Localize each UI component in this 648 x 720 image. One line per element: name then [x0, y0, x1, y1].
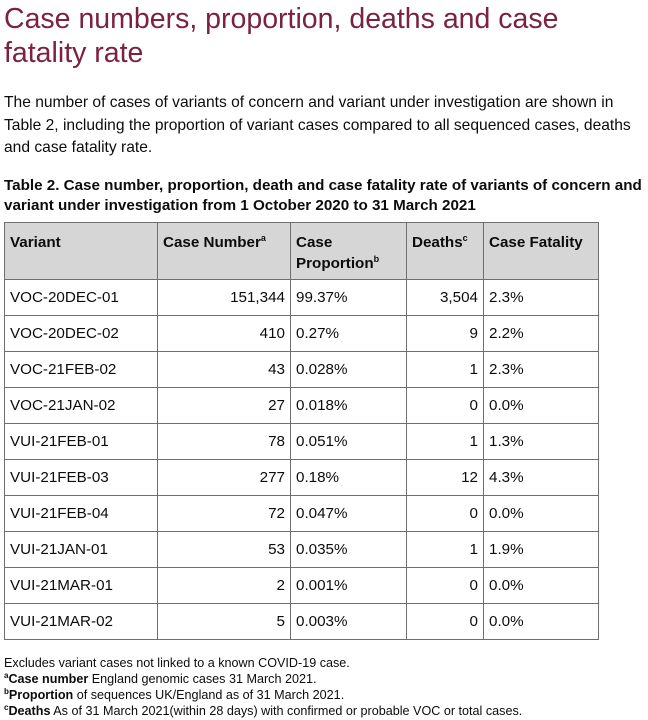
header-deaths-label: Deaths: [412, 234, 463, 251]
cell-case-number: 72: [157, 495, 291, 532]
cell-case-proportion: 99.37%: [290, 279, 407, 316]
cell-case-number: 43: [157, 351, 291, 388]
cell-case-number: 410: [157, 315, 291, 352]
cell-case-fatality: 0.0%: [483, 387, 599, 424]
table-row: VUI-21MAR-02 5 0.003% 0 0.0%: [4, 603, 599, 640]
footnote-marker-c: c: [462, 232, 468, 243]
footnote-b-text: of sequences UK/England as of 31 March 2…: [73, 688, 345, 702]
cell-deaths: 1: [406, 531, 484, 568]
cell-deaths: 1: [406, 423, 484, 460]
cell-variant: VOC-21FEB-02: [4, 351, 158, 388]
cell-deaths: 12: [406, 459, 484, 496]
table-body: VOC-20DEC-01 151,344 99.37% 3,504 2.3% V…: [4, 279, 599, 640]
footnote-b: bProportion of sequences UK/England as o…: [4, 687, 644, 703]
footnote-c-term: Deaths: [8, 704, 51, 718]
cell-deaths: 0: [406, 567, 484, 604]
cell-case-proportion: 0.047%: [290, 495, 407, 532]
table-header: Variant Case Numbera Case Proportionb De…: [4, 222, 599, 280]
cell-case-number: 53: [157, 531, 291, 568]
cell-case-fatality: 1.9%: [483, 531, 599, 568]
table-row: VUI-21JAN-01 53 0.035% 1 1.9%: [4, 531, 599, 568]
cell-case-proportion: 0.035%: [290, 531, 407, 568]
table-row: VOC-20DEC-01 151,344 99.37% 3,504 2.3%: [4, 279, 599, 316]
cell-case-proportion: 0.003%: [290, 603, 407, 640]
cell-case-number: 5: [157, 603, 291, 640]
footnote-a-text: England genomic cases 31 March 2021.: [88, 672, 317, 686]
footnote-c-text: As of 31 March 2021(within 28 days) with…: [50, 704, 523, 718]
intro-paragraph: The number of cases of variants of conce…: [4, 94, 631, 156]
header-case-fatality: Case Fatality: [483, 222, 599, 280]
footnote-a-term: Case number: [8, 672, 89, 686]
table-row: VOC-20DEC-02 410 0.27% 9 2.2%: [4, 315, 599, 352]
cell-case-number: 27: [157, 387, 291, 424]
header-case-number: Case Numbera: [157, 222, 291, 280]
cell-deaths: 9: [406, 315, 484, 352]
cell-case-proportion: 0.051%: [290, 423, 407, 460]
header-case-fatality-label: Case Fatality: [489, 234, 583, 251]
cell-case-fatality: 2.2%: [483, 315, 599, 352]
cell-variant: VOC-20DEC-02: [4, 315, 158, 352]
table-footnotes: Excludes variant cases not linked to a k…: [4, 655, 644, 719]
header-case-proportion: Case Proportionb: [290, 222, 407, 280]
header-deaths: Deathsc: [406, 222, 484, 280]
cell-variant: VUI-21FEB-04: [4, 495, 158, 532]
variant-cases-table: Variant Case Numbera Case Proportionb De…: [4, 222, 599, 640]
cell-variant: VUI-21FEB-01: [4, 423, 158, 460]
header-case-number-label: Case Number: [163, 234, 261, 251]
cell-case-fatality: 2.3%: [483, 351, 599, 388]
footnote-c: cDeaths As of 31 March 2021(within 28 da…: [4, 703, 644, 719]
footnote-a: aCase number England genomic cases 31 Ma…: [4, 671, 644, 687]
cell-variant: VUI-21MAR-01: [4, 567, 158, 604]
cell-case-number: 151,344: [157, 279, 291, 316]
table-row: VOC-21FEB-02 43 0.028% 1 2.3%: [4, 351, 599, 388]
cell-variant: VOC-20DEC-01: [4, 279, 158, 316]
cell-deaths: 3,504: [406, 279, 484, 316]
header-variant-label: Variant: [10, 234, 61, 251]
table-row: VUI-21FEB-04 72 0.047% 0 0.0%: [4, 495, 599, 532]
cell-deaths: 1: [406, 351, 484, 388]
cell-case-number: 78: [157, 423, 291, 460]
cell-variant: VUI-21MAR-02: [4, 603, 158, 640]
table-caption: Table 2. Case number, proportion, death …: [4, 177, 642, 214]
cell-case-fatality: 0.0%: [483, 567, 599, 604]
cell-case-proportion: 0.001%: [290, 567, 407, 604]
footnote-marker-b: b: [373, 253, 380, 264]
footnote-a-marker: a: [4, 670, 9, 680]
cell-deaths: 0: [406, 495, 484, 532]
cell-case-number: 277: [157, 459, 291, 496]
footnote-marker-a: a: [260, 232, 266, 243]
cell-case-fatality: 0.0%: [483, 603, 599, 640]
cell-variant: VUI-21JAN-01: [4, 531, 158, 568]
cell-case-fatality: 2.3%: [483, 279, 599, 316]
cell-deaths: 0: [406, 387, 484, 424]
section-heading: Case numbers, proportion, deaths and cas…: [4, 3, 559, 69]
footnote-b-term: Proportion: [8, 688, 74, 702]
table-row: VUI-21MAR-01 2 0.001% 0 0.0%: [4, 567, 599, 604]
table-row: VUI-21FEB-03 277 0.18% 12 4.3%: [4, 459, 599, 496]
cell-case-fatality: 0.0%: [483, 495, 599, 532]
cell-case-proportion: 0.27%: [290, 315, 407, 352]
cell-case-fatality: 4.3%: [483, 459, 599, 496]
cell-case-proportion: 0.018%: [290, 387, 407, 424]
cell-case-proportion: 0.028%: [290, 351, 407, 388]
footnote-general: Excludes variant cases not linked to a k…: [4, 656, 350, 670]
cell-case-fatality: 1.3%: [483, 423, 599, 460]
footnote-c-marker: c: [4, 702, 9, 712]
header-variant: Variant: [4, 222, 158, 280]
table-row: VUI-21FEB-01 78 0.051% 1 1.3%: [4, 423, 599, 460]
footnote-b-marker: b: [4, 686, 9, 696]
cell-deaths: 0: [406, 603, 484, 640]
cell-case-proportion: 0.18%: [290, 459, 407, 496]
header-case-proportion-label: Case Proportion: [296, 234, 374, 272]
header-row: Variant Case Numbera Case Proportionb De…: [4, 222, 599, 280]
cell-variant: VOC-21JAN-02: [4, 387, 158, 424]
cell-variant: VUI-21FEB-03: [4, 459, 158, 496]
cell-case-number: 2: [157, 567, 291, 604]
table-row: VOC-21JAN-02 27 0.018% 0 0.0%: [4, 387, 599, 424]
